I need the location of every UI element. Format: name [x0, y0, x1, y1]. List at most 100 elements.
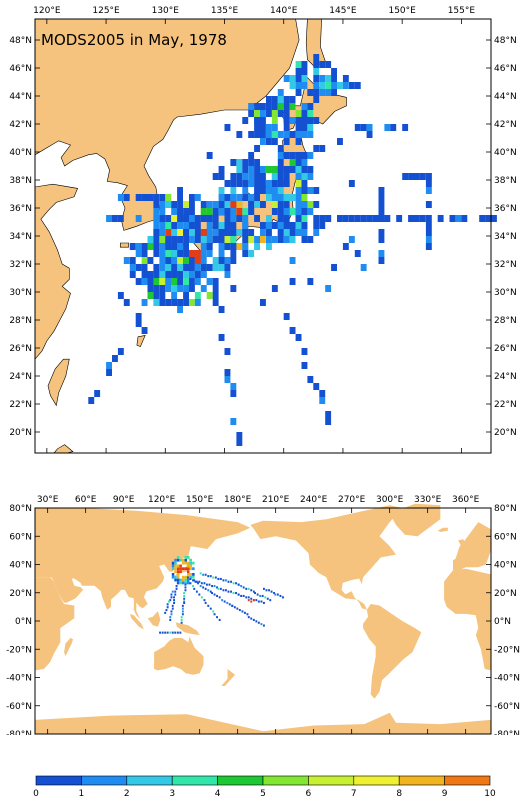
- colorbar-label: 1: [79, 789, 85, 799]
- obs-cell: [254, 117, 260, 124]
- obs-cell: [173, 601, 175, 604]
- obs-cell: [206, 236, 213, 243]
- obs-cell: [189, 271, 195, 278]
- obs-cell: [194, 278, 201, 285]
- obs-cell: [236, 229, 243, 236]
- obs-cell: [147, 194, 154, 201]
- obs-cell: [295, 68, 302, 75]
- obs-cell: [283, 152, 290, 159]
- obs-cell: [218, 173, 225, 180]
- top-lat-label-right: 20°N: [494, 428, 517, 438]
- obs-cell: [198, 580, 201, 583]
- obs-cell: [177, 236, 183, 243]
- land-jeju: [120, 242, 129, 248]
- obs-cell: [301, 362, 308, 369]
- obs-cell: [248, 131, 255, 138]
- obs-cell: [189, 299, 195, 306]
- obs-cell: [174, 561, 177, 565]
- obs-cell: [283, 201, 290, 208]
- obs-cell: [165, 299, 172, 306]
- obs-cell: [261, 594, 264, 597]
- obs-cell: [194, 229, 201, 236]
- obs-cell: [218, 257, 225, 264]
- obs-cell: [194, 292, 201, 299]
- obs-cell: [319, 222, 326, 229]
- obs-cell: [266, 138, 272, 145]
- obs-cell: [235, 592, 237, 595]
- obs-cell: [366, 215, 373, 222]
- obs-cell: [171, 257, 178, 264]
- obs-cell: [179, 558, 182, 562]
- obs-cell: [189, 229, 195, 236]
- obs-cell: [301, 173, 308, 180]
- obs-cell: [171, 575, 175, 579]
- obs-cell: [165, 257, 172, 264]
- obs-cell: [313, 383, 320, 390]
- obs-cell: [348, 82, 355, 89]
- obs-cell: [250, 617, 253, 620]
- obs-cell: [295, 82, 302, 89]
- obs-cell: [170, 593, 173, 596]
- obs-cell: [247, 599, 250, 602]
- obs-cell: [254, 159, 260, 166]
- obs-cell: [171, 299, 178, 306]
- obs-cell: [271, 180, 278, 187]
- obs-cell: [117, 348, 124, 355]
- obs-cell: [176, 570, 180, 573]
- obs-cell: [200, 236, 207, 243]
- obs-cell: [195, 590, 198, 593]
- obs-cell: [224, 124, 231, 131]
- obs-cell: [171, 292, 178, 299]
- obs-cell: [257, 600, 260, 603]
- obs-cell: [331, 82, 337, 89]
- obs-cell: [307, 236, 314, 243]
- obs-cell: [307, 152, 314, 159]
- obs-cell: [228, 603, 231, 606]
- obs-cell: [295, 180, 302, 187]
- obs-cell: [277, 194, 284, 201]
- obs-cell: [197, 582, 199, 585]
- obs-cell: [236, 201, 243, 208]
- obs-cell: [218, 250, 225, 257]
- obs-cell: [266, 222, 272, 229]
- obs-cell: [248, 152, 255, 159]
- obs-cell: [301, 103, 308, 110]
- obs-cell: [175, 585, 178, 588]
- top-lat-label-right: 32°N: [494, 260, 517, 270]
- obs-cell: [319, 89, 326, 96]
- obs-cell: [242, 166, 249, 173]
- colorbar-label: 2: [124, 789, 130, 799]
- land-china-east: [34, 183, 79, 365]
- obs-cell: [218, 166, 225, 173]
- top-lat-label-left: 40°N: [9, 148, 32, 158]
- obs-cell: [200, 250, 207, 257]
- obs-cell: [165, 236, 172, 243]
- top-lon-label-top: 135°E: [211, 6, 239, 16]
- obs-cell: [248, 236, 255, 243]
- obs-cell: [319, 390, 326, 397]
- obs-cell: [342, 215, 349, 222]
- obs-cell: [378, 208, 385, 215]
- obs-cell: [230, 173, 237, 180]
- obs-cell: [183, 299, 189, 306]
- obs-cell: [269, 599, 272, 602]
- obs-cell: [254, 173, 260, 180]
- obs-cell: [230, 229, 237, 236]
- obs-cell: [192, 561, 195, 565]
- obs-cell: [173, 599, 175, 602]
- obs-cell: [176, 573, 180, 576]
- obs-cell: [342, 243, 349, 250]
- obs-cell: [224, 194, 231, 201]
- obs-cell: [165, 609, 168, 612]
- obs-cell: [212, 229, 219, 236]
- obs-cell: [319, 61, 326, 68]
- top-lon-label-top: 155°E: [448, 6, 476, 16]
- obs-cell: [171, 604, 174, 607]
- colorbar-box: [171, 775, 218, 786]
- land-borneo: [147, 611, 161, 627]
- obs-cell: [177, 201, 183, 208]
- obs-cell: [183, 285, 189, 292]
- regional-observations: [88, 54, 497, 446]
- obs-cell: [425, 187, 432, 194]
- obs-cell: [270, 590, 273, 593]
